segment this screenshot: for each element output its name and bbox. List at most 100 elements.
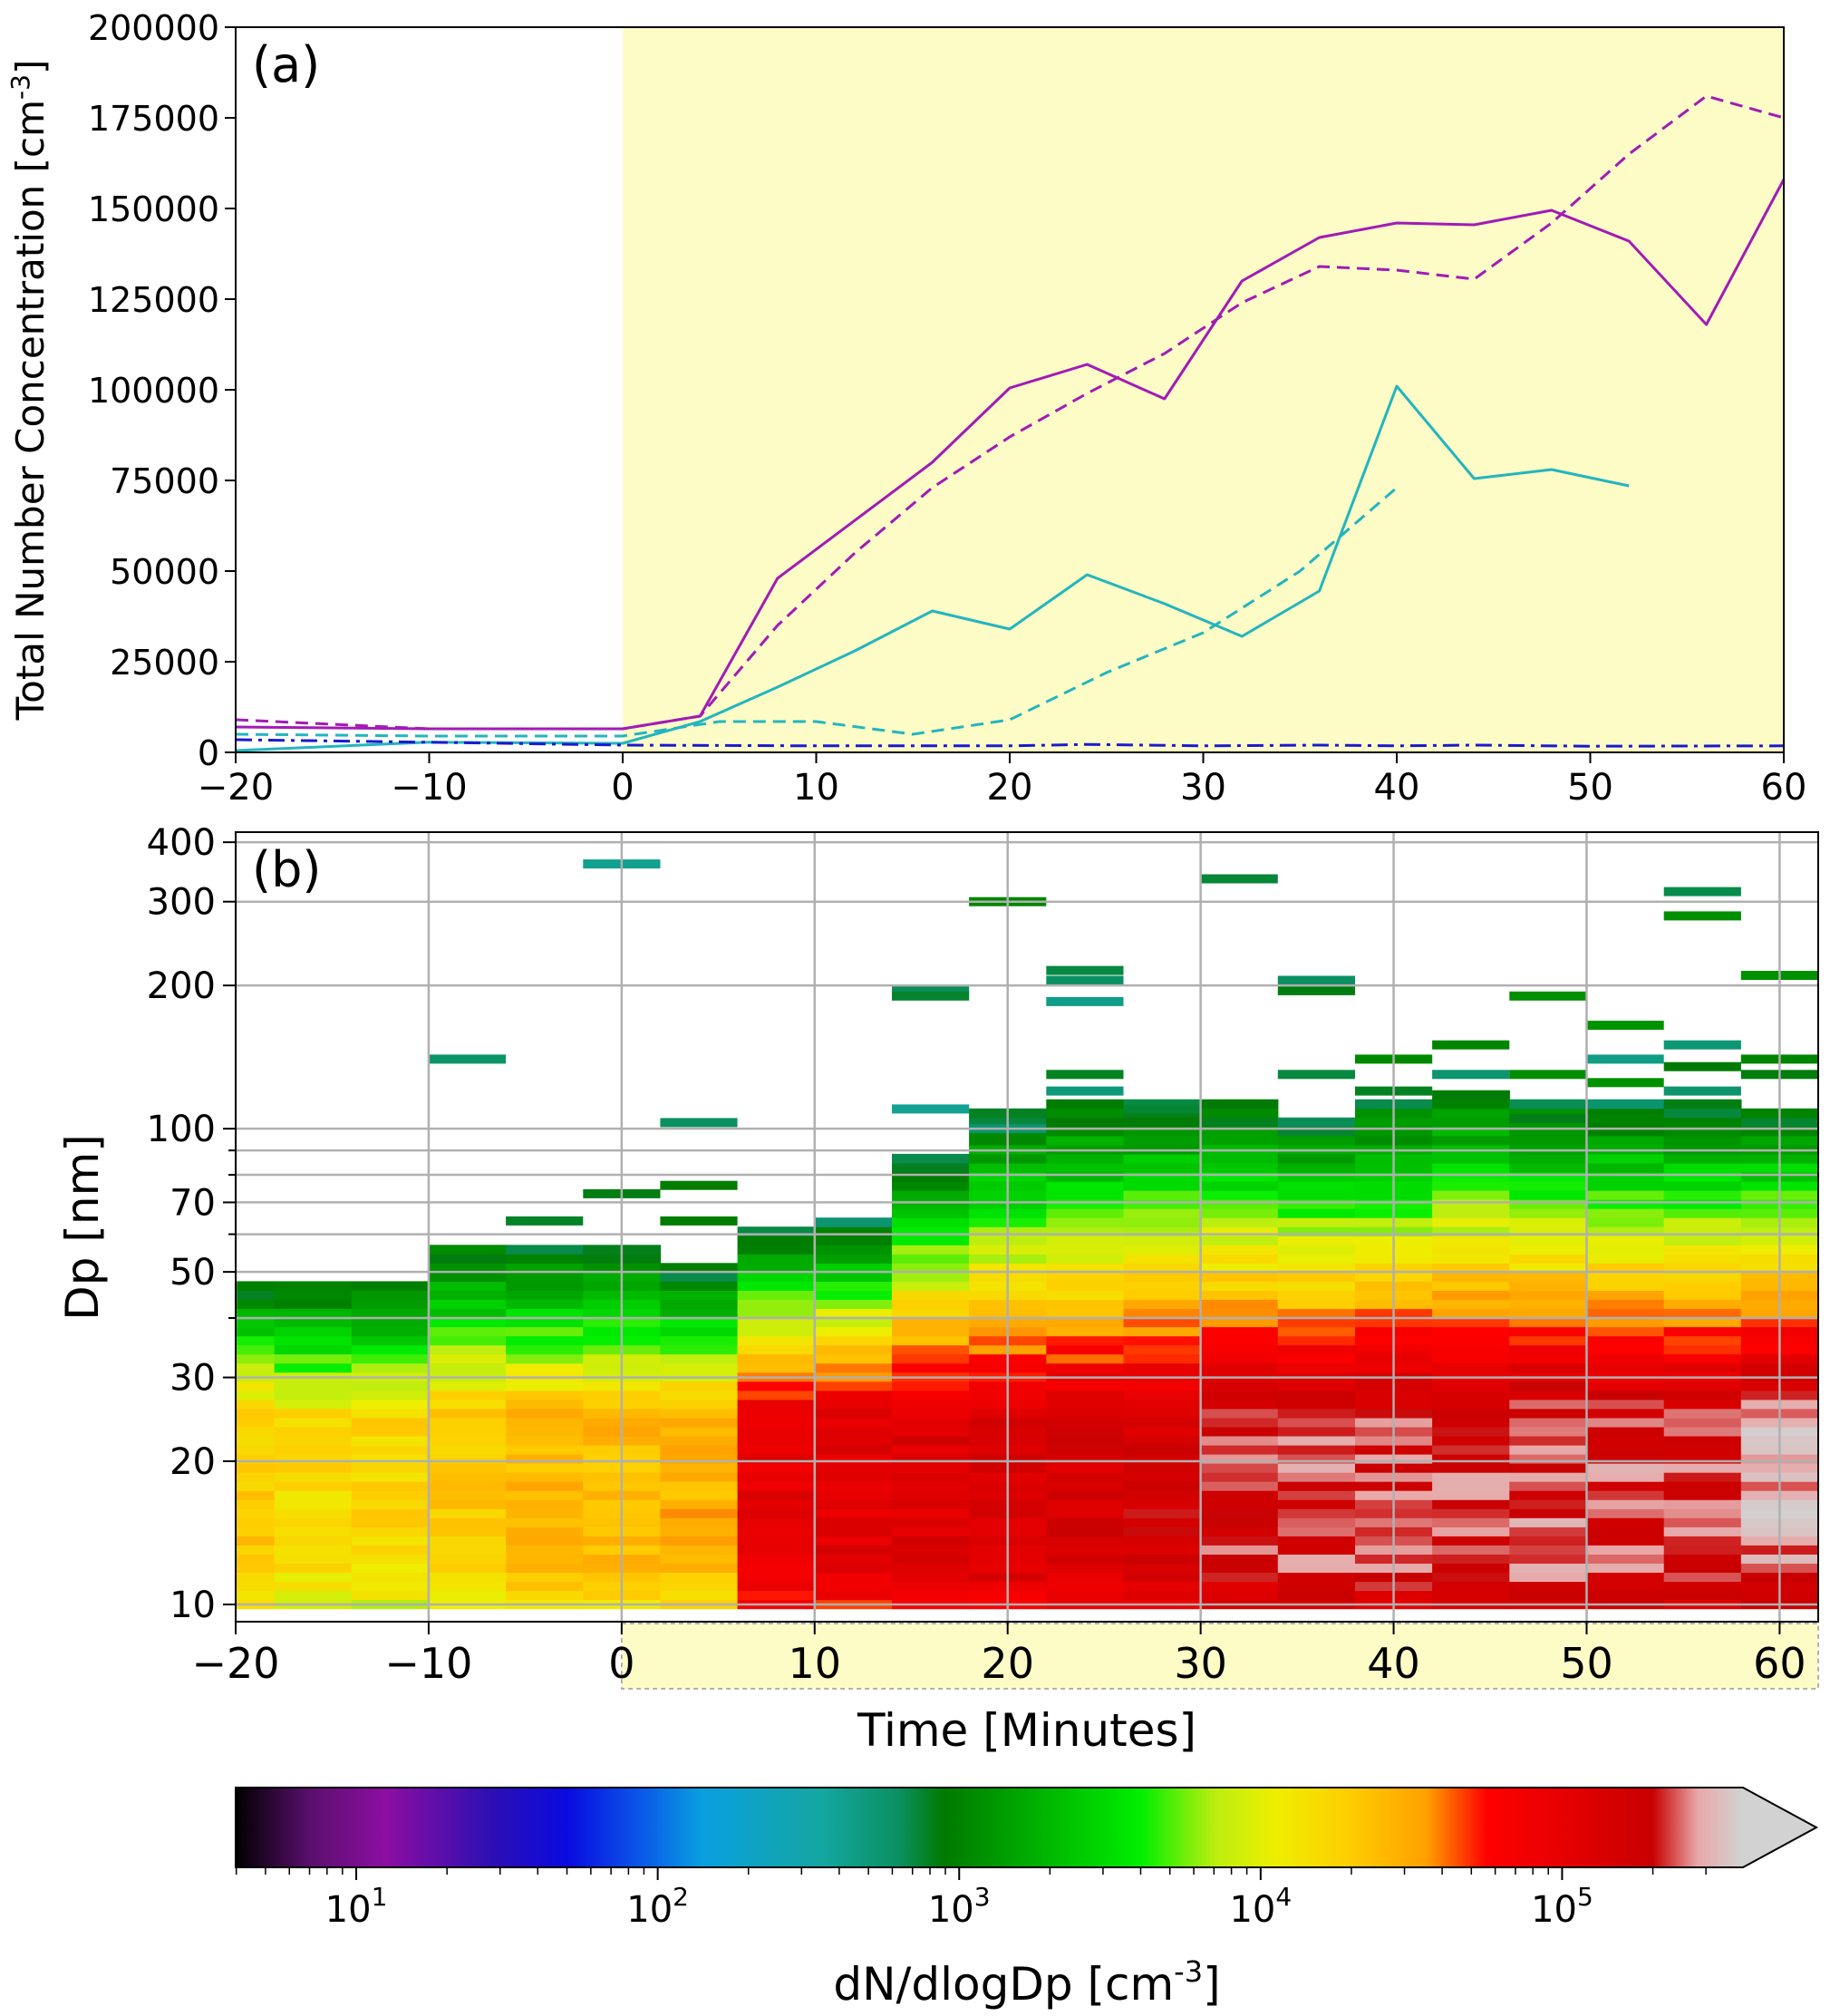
heatmap-cell: [1432, 1217, 1510, 1227]
heatmap-cell: [1432, 1272, 1510, 1282]
heatmap-cell: [814, 1326, 893, 1337]
heatmap-cell: [892, 1317, 970, 1328]
heatmap-cell: [1200, 1463, 1279, 1473]
heatmap-cell: [737, 1481, 816, 1491]
heatmap-cell: [1200, 1590, 1279, 1601]
heatmap-cell: [1586, 1545, 1665, 1555]
heatmap-cell: [660, 1436, 739, 1446]
heatmap-cell: [1200, 1290, 1279, 1300]
colorbar-extend-arrow: [1743, 1788, 1816, 1867]
heatmap-cell: [236, 1290, 276, 1300]
heatmap-sparse-cell: [1586, 1114, 1664, 1123]
heatmap-cell: [1432, 1299, 1510, 1310]
heatmap-cell: [1046, 1108, 1125, 1119]
heatmap-cell: [236, 1445, 276, 1455]
heatmap-cell: [506, 1390, 584, 1401]
heatmap-cell: [814, 1472, 893, 1482]
heatmap-cell: [506, 1281, 584, 1291]
heatmap-cell: [1509, 1353, 1588, 1364]
heatmap-cell: [660, 1463, 739, 1473]
heatmap-cell: [892, 1245, 970, 1255]
heatmap-sparse-cell: [1432, 1040, 1510, 1050]
heatmap-cell: [814, 1217, 893, 1227]
heatmap-cell: [1277, 1499, 1356, 1509]
heatmap-cell: [351, 1536, 430, 1546]
heatmap-cell: [1123, 1153, 1202, 1164]
heatmap-cell: [1432, 1399, 1510, 1410]
heatmap-cell: [1046, 1254, 1125, 1264]
heatmap-cell: [506, 1263, 584, 1273]
panel-b-shaded-axis-region: [621, 1623, 1819, 1690]
heatmap-cell: [274, 1463, 353, 1473]
heatmap-cell: [274, 1581, 353, 1592]
heatmap-cell: [428, 1590, 507, 1601]
heatmap-cell: [1586, 1490, 1665, 1500]
heatmap-cell: [660, 1344, 739, 1355]
heatmap-cell: [351, 1563, 430, 1573]
heatmap-cell: [1277, 1517, 1356, 1527]
heatmap-cell: [274, 1299, 353, 1310]
heatmap-cell: [1663, 1381, 1742, 1391]
heatmap-cell: [506, 1454, 584, 1464]
heatmap-cell: [1046, 1353, 1125, 1364]
heatmap-cell: [1432, 1545, 1510, 1555]
heatmap-cell: [1586, 1226, 1665, 1236]
heatmap-cell: [660, 1545, 739, 1555]
heatmap-cell: [1046, 1554, 1125, 1564]
heatmap-cell: [892, 1581, 970, 1592]
heatmap-sparse-cell: [1509, 991, 1587, 1001]
heatmap-cell: [1663, 1545, 1742, 1555]
heatmap-cell: [814, 1335, 893, 1346]
heatmap-cell: [274, 1545, 353, 1555]
heatmap-cell: [1123, 1554, 1202, 1564]
heatmap-cell: [236, 1381, 276, 1391]
heatmap-cell: [1277, 1199, 1356, 1209]
heatmap-cell: [1509, 1590, 1588, 1601]
heatmap-cell: [1509, 1454, 1588, 1464]
heatmap-cell: [506, 1581, 584, 1592]
heatmap-cell: [236, 1417, 276, 1428]
heatmap-cell: [1663, 1272, 1742, 1282]
heatmap-cell: [1432, 1190, 1510, 1200]
heatmap-cell: [274, 1517, 353, 1527]
heatmap-cell: [351, 1390, 430, 1401]
heatmap-cell: [892, 1408, 970, 1419]
heatmap-cell: [506, 1436, 584, 1446]
heatmap-cell: [428, 1417, 507, 1428]
heatmap-cell: [892, 1590, 970, 1601]
heatmap-cell: [1586, 1290, 1665, 1300]
heatmap-cell: [236, 1353, 276, 1364]
heatmap-cell: [351, 1554, 430, 1564]
heatmap-cell: [1432, 1163, 1510, 1173]
heatmap-cell: [1432, 1226, 1510, 1236]
heatmap-cell: [1123, 1390, 1202, 1401]
heatmap-cell: [814, 1353, 893, 1364]
heatmap-cell: [1432, 1554, 1510, 1564]
heatmap-cell: [1123, 1590, 1202, 1601]
heatmap-cell: [1663, 1554, 1742, 1564]
heatmap-cell: [1432, 1426, 1510, 1437]
heatmap-cell: [1200, 1108, 1279, 1119]
panel-a-series-group: [236, 94, 1784, 752]
panel-a-y-label: Total Number Concentration [cm-3]: [5, 60, 53, 722]
heatmap-cell: [351, 1454, 430, 1464]
heatmap-cell: [1046, 1581, 1125, 1592]
heatmap-cell: [737, 1245, 816, 1255]
heatmap-cell: [1200, 1490, 1279, 1500]
heatmap-cell: [814, 1308, 893, 1319]
heatmap-cell: [1663, 1317, 1742, 1328]
heatmap-cell: [1509, 1208, 1588, 1218]
heatmap-cell: [892, 1545, 970, 1555]
heatmap-cell: [428, 1454, 507, 1464]
heatmap-cell: [1046, 1527, 1125, 1536]
heatmap-cell: [1277, 1272, 1356, 1282]
heatmap-cell: [1200, 1454, 1279, 1464]
heatmap-cell: [274, 1326, 353, 1337]
heatmap-cell: [1586, 1163, 1665, 1173]
colorbar-outline: [235, 1787, 1819, 1868]
heatmap-cell: [1663, 1172, 1742, 1182]
heatmap-cell: [660, 1390, 739, 1401]
heatmap-cell: [660, 1454, 739, 1464]
heatmap-cell: [274, 1536, 353, 1546]
panel-b-shade-rect: [621, 1623, 1819, 1690]
